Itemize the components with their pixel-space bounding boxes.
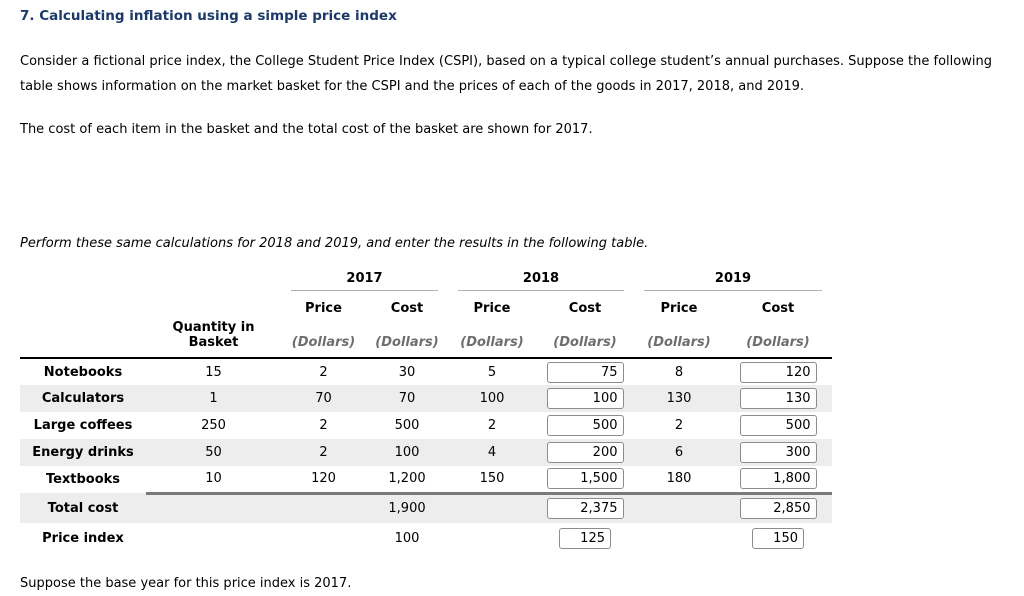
- total-cost-2017-cell: 1,900: [366, 491, 448, 523]
- unit-label-cost-2019: (Dollars): [724, 318, 832, 359]
- intro-line-1: Consider a fictional price index, the Co…: [20, 54, 992, 69]
- cost-2018-input[interactable]: [546, 415, 624, 436]
- price-2018-cell: 100: [479, 391, 505, 406]
- year-header-row: 2017 2018 2019: [20, 269, 832, 291]
- unit-label-cost-2018: (Dollars): [536, 318, 634, 359]
- page-title: 7. Calculating inflation using a simple …: [20, 8, 397, 24]
- unit-label-price-2019: (Dollars): [634, 318, 724, 359]
- cost-2019-input[interactable]: [739, 361, 817, 383]
- cost-2017-cell: 100: [394, 445, 420, 460]
- cost-2018-input[interactable]: [546, 361, 624, 383]
- price-2019-cell: 2: [674, 418, 684, 433]
- cost-2017-cell: 500: [394, 418, 420, 433]
- table-row-large-coffees: Large coffees 250 2 500 2 2: [20, 412, 832, 439]
- price-2019-cell: 180: [666, 471, 692, 487]
- quantity-cell: 250: [201, 418, 226, 433]
- price-2019-cell: 8: [674, 364, 684, 380]
- unit-label-cost-2017: (Dollars): [366, 318, 448, 359]
- cost-2019-input[interactable]: [739, 442, 817, 463]
- unit-label-price-2018: (Dollars): [448, 318, 536, 359]
- quantity-cell: 1: [209, 391, 218, 406]
- unit-label-price-2017: (Dollars): [281, 318, 366, 359]
- table-row-energy-drinks: Energy drinks 50 2 100 4 6: [20, 439, 832, 466]
- price-2017-cell: 70: [315, 391, 332, 406]
- price-2018-cell: 2: [487, 418, 497, 433]
- item-label: Notebooks: [43, 364, 123, 380]
- cost-2018-input[interactable]: [546, 442, 624, 463]
- price-cost-header-row: Price Cost Price Cost Price Cost: [20, 291, 832, 318]
- price-2017-cell: 2: [319, 364, 328, 380]
- cost-2018-input[interactable]: [546, 468, 624, 490]
- col-header-price-2017: Price: [305, 301, 342, 316]
- total-cost-2018-input[interactable]: [546, 498, 624, 520]
- cost-2017-cell: 30: [398, 364, 416, 380]
- year-header-2017: 2017: [281, 269, 448, 291]
- item-label: Calculators: [41, 391, 125, 406]
- price-2017-cell: 2: [319, 445, 328, 460]
- price-2017-cell: 120: [311, 471, 336, 487]
- price-index-2017-cell: 100: [394, 530, 420, 546]
- intro-line-2: table shows information on the market ba…: [20, 79, 805, 94]
- quantity-cell: 50: [205, 445, 222, 460]
- instruction-paragraph: Perform these same calculations for 2018…: [20, 236, 649, 251]
- price-2018-cell: 150: [479, 471, 505, 487]
- cost-2019-input[interactable]: [739, 388, 817, 409]
- price-2019-cell: 6: [674, 445, 684, 460]
- table-row-calculators: Calculators 1 70 70 100 130: [20, 385, 832, 412]
- price-index-2018-input[interactable]: [559, 527, 611, 549]
- row-label-price-index: Price index: [42, 530, 124, 546]
- col-header-cost-2018: Cost: [568, 301, 602, 316]
- price-2019-cell: 130: [666, 391, 692, 406]
- base-year-footnote: Suppose the base year for this price ind…: [20, 576, 352, 591]
- year-header-2018: 2018: [448, 269, 634, 291]
- cost-2019-input[interactable]: [739, 468, 817, 490]
- col-header-cost-2017: Cost: [390, 301, 424, 316]
- units-header-row: Quantity in Basket (Dollars) (Dollars) (…: [20, 318, 832, 359]
- price-2018-cell: 5: [487, 364, 497, 380]
- price-2018-cell: 4: [487, 445, 497, 460]
- cspi-table: 2017 2018 2019 Price Cost Price Cost Pri…: [20, 269, 832, 553]
- row-label-total-cost: Total cost: [47, 500, 119, 516]
- col-header-price-2018: Price: [473, 301, 511, 316]
- cost-2019-input[interactable]: [739, 415, 817, 436]
- year-header-2019: 2019: [634, 269, 832, 291]
- cost-2017-cell: 1,200: [388, 471, 426, 487]
- col-header-cost-2019: Cost: [761, 301, 795, 316]
- item-label: Large coffees: [33, 418, 133, 433]
- cost-2017-cell: 70: [398, 391, 416, 406]
- col-header-price-2019: Price: [660, 301, 698, 316]
- intro-paragraph: Consider a fictional price index, the Co…: [20, 49, 1004, 99]
- price-2017-cell: 2: [319, 418, 328, 433]
- table-row-textbooks: Textbooks 10 120 1,200 150 180: [20, 466, 832, 493]
- total-cost-row: Total cost 1,900: [20, 491, 832, 523]
- item-label: Energy drinks: [32, 445, 134, 460]
- table-row-notebooks: Notebooks 15 2 30 5 8: [20, 358, 832, 385]
- total-cost-2019-input[interactable]: [739, 498, 817, 520]
- col-header-quantity: Quantity in Basket: [146, 318, 281, 359]
- cost-2018-input[interactable]: [546, 388, 624, 409]
- quantity-cell: 10: [205, 471, 222, 487]
- price-index-2019-input[interactable]: [752, 527, 804, 549]
- price-index-row: Price index 100: [20, 523, 832, 553]
- note-paragraph: The cost of each item in the basket and …: [20, 122, 593, 137]
- quantity-cell: 15: [205, 364, 222, 380]
- item-label: Textbooks: [45, 472, 121, 487]
